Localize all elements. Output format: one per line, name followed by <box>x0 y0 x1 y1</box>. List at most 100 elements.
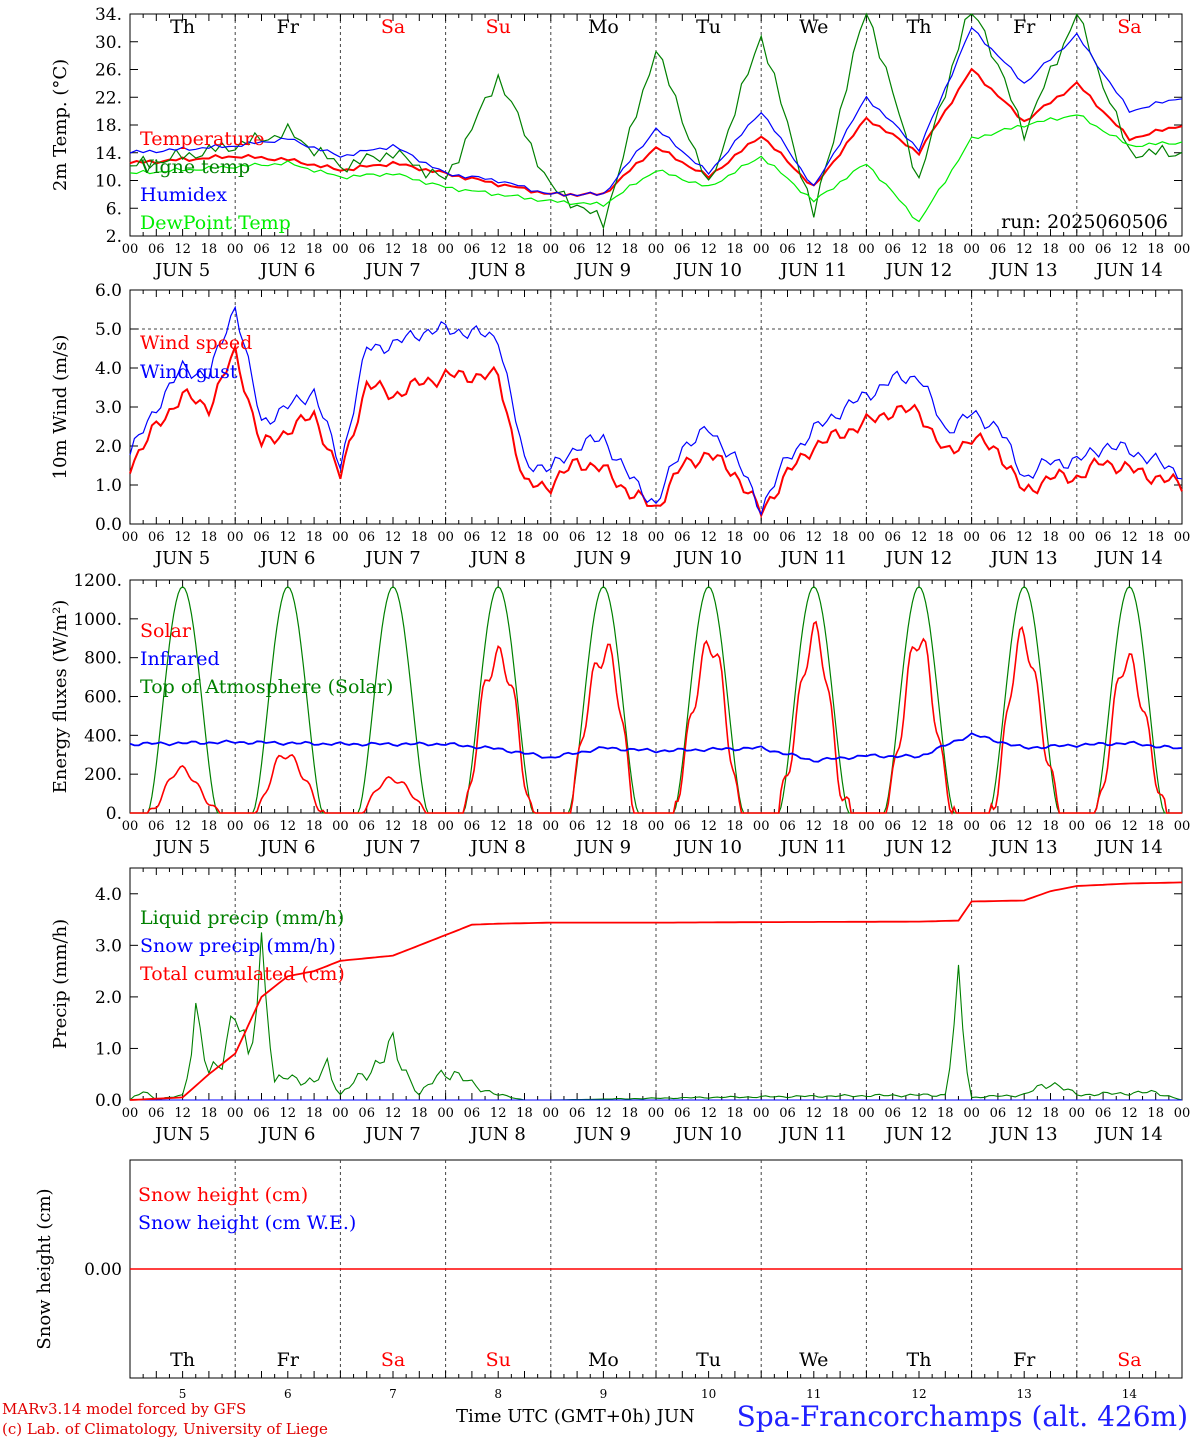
hour-label: 06 <box>464 530 481 545</box>
legend-dewpoint-temp: DewPoint Temp <box>140 212 291 234</box>
hour-label: 06 <box>674 530 691 545</box>
hour-label: 06 <box>990 819 1007 834</box>
hour-label: 06 <box>884 819 901 834</box>
y-tick-label: 1200. <box>73 571 122 591</box>
date-label: JUN 7 <box>363 837 420 858</box>
hour-label: 12 <box>280 1106 297 1121</box>
date-label: JUN 6 <box>258 260 315 281</box>
hour-label: 18 <box>1147 1106 1164 1121</box>
hour-label: 00 <box>437 530 454 545</box>
hour-label: 00 <box>437 1106 454 1121</box>
hour-label: 00 <box>1069 242 1086 257</box>
date-label: JUN 14 <box>1094 548 1163 569</box>
hour-label: 12 <box>700 1106 717 1121</box>
hour-label: 18 <box>1147 819 1164 834</box>
hour-label: 18 <box>832 819 849 834</box>
panel-5: 0.00 Snow height (cm) Snow height (cm) Snow… <box>34 1159 1183 1401</box>
day-label: Fr <box>277 16 300 38</box>
hour-label: 06 <box>1095 242 1112 257</box>
date-label: JUN 12 <box>884 837 953 858</box>
legend-vigne-temp: Vigne temp <box>139 156 250 178</box>
date-label: JUN 8 <box>469 1124 526 1145</box>
y-tick-label: 4.0 <box>95 885 122 905</box>
hour-label: 12 <box>1016 242 1033 257</box>
hour-label: 18 <box>306 530 323 545</box>
series-temperature <box>129 67 1183 198</box>
day-label: Th <box>907 1349 932 1371</box>
date-number: 5 <box>179 1387 187 1401</box>
day-label: Tu <box>696 16 721 38</box>
date-label: JUN 13 <box>989 260 1058 281</box>
hour-label: 06 <box>569 242 586 257</box>
day-label: Sa <box>1117 16 1141 38</box>
hour-label: 18 <box>621 530 638 545</box>
legend-infrared: Infrared <box>140 648 220 670</box>
hour-label: 12 <box>806 530 823 545</box>
date-label: JUN 13 <box>989 1124 1058 1145</box>
x-axis-label: Time UTC (GMT+0h) JUN <box>456 1406 695 1427</box>
hour-label: 18 <box>621 1106 638 1121</box>
hour-label: 00 <box>1174 242 1191 257</box>
series-infrared <box>129 732 1183 763</box>
legend-snow-height-cm-w-e-: Snow height (cm W.E.) <box>138 1212 356 1234</box>
date-label: JUN 13 <box>989 548 1058 569</box>
hour-label: 00 <box>227 1106 244 1121</box>
hour-label: 12 <box>806 819 823 834</box>
hour-label: 06 <box>569 1106 586 1121</box>
hour-label: 00 <box>753 242 770 257</box>
hour-label: 06 <box>358 1106 375 1121</box>
hour-label: 06 <box>884 242 901 257</box>
hour-label: 18 <box>516 530 533 545</box>
date-label: JUN 11 <box>778 1124 847 1145</box>
day-label: Mo <box>588 16 619 38</box>
y-tick-label: 2.0 <box>95 437 122 457</box>
hour-label: 00 <box>858 819 875 834</box>
hour-label: 18 <box>411 530 428 545</box>
legend-liquid-precip-mm-h-: Liquid precip (mm/h) <box>140 907 344 929</box>
hour-label: 06 <box>358 242 375 257</box>
hour-label: 12 <box>1121 530 1138 545</box>
date-label: JUN 5 <box>153 837 210 858</box>
hour-label: 00 <box>1069 530 1086 545</box>
y-tick-label: 600. <box>84 688 122 708</box>
hour-label: 06 <box>358 819 375 834</box>
hour-label: 00 <box>963 819 980 834</box>
hour-label: 00 <box>1069 1106 1086 1121</box>
y-axis-label: Snow height (cm) <box>34 1188 55 1349</box>
date-label: JUN 14 <box>1094 837 1163 858</box>
hour-label: 12 <box>174 819 191 834</box>
hour-label: 00 <box>648 819 665 834</box>
hour-label: 06 <box>253 1106 270 1121</box>
date-label: JUN 11 <box>778 548 847 569</box>
hour-label: 06 <box>148 1106 165 1121</box>
y-tick-label: 800. <box>84 649 122 669</box>
hour-label: 06 <box>569 819 586 834</box>
station-name: Spa-Francorchamps (alt. 426m) <box>736 1400 1188 1433</box>
y-tick-label: 14. <box>95 144 122 164</box>
hour-label: 06 <box>884 530 901 545</box>
hour-label: 00 <box>543 530 560 545</box>
hour-label: 18 <box>306 819 323 834</box>
day-label: Th <box>170 16 195 38</box>
hour-label: 12 <box>1016 1106 1033 1121</box>
hour-label: 00 <box>332 1106 349 1121</box>
y-tick-label: 2.0 <box>95 988 122 1008</box>
hour-label: 12 <box>595 1106 612 1121</box>
x-axis-month: JUN <box>656 1406 695 1427</box>
hour-label: 00 <box>753 1106 770 1121</box>
hour-label: 12 <box>1016 819 1033 834</box>
x-axis-title: Time UTC (GMT+0h) <box>456 1406 651 1427</box>
date-label: JUN 5 <box>153 548 210 569</box>
hour-label: 18 <box>937 242 954 257</box>
hour-label: 12 <box>911 242 928 257</box>
legend-humidex: Humidex <box>140 184 227 206</box>
panel-1: 34. 30. 26. 22. 18. 14. 10. 6. 2. 2m Temp. (°C) Te… <box>50 5 1190 281</box>
hour-label: 06 <box>253 819 270 834</box>
hour-label: 00 <box>648 530 665 545</box>
hour-label: 06 <box>148 819 165 834</box>
y-tick-label: 1000. <box>73 610 122 630</box>
footer-model: MARv3.14 model forced by GFS <box>2 1400 247 1418</box>
hour-label: 12 <box>385 819 402 834</box>
legend-total-cumulated-cm-: Total cumulated (cm) <box>140 963 345 985</box>
